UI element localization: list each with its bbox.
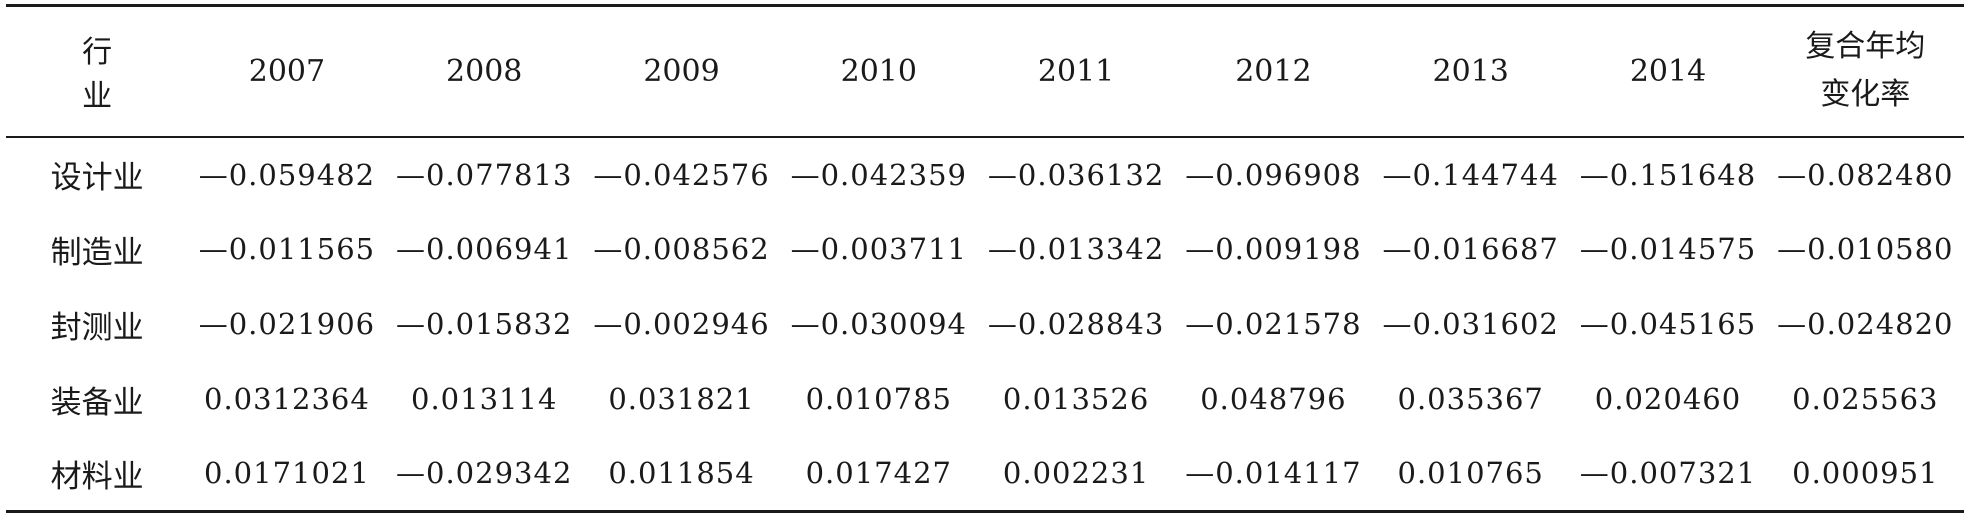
value-cell: —0.008562 (593, 232, 770, 266)
industry-cell: 材料业 (50, 458, 144, 495)
column-header-year: 2007 (248, 53, 326, 89)
cagr-header-line2: 变化率 (1820, 77, 1911, 113)
industry-cell: 装备业 (50, 384, 144, 421)
value-cell: —0.144744 (1382, 157, 1559, 192)
value-cell: —0.031602 (1382, 307, 1559, 341)
value-cell: —0.013342 (987, 232, 1165, 266)
value-cell: 0.013526 (1002, 382, 1150, 416)
table-row: 制造业 —0.011565 —0.006941 —0.008562 —0.003… (6, 212, 1964, 287)
column-header-year: 2011 (1037, 53, 1115, 89)
value-cell: —0.045165 (1579, 307, 1757, 341)
value-cell: 0.048796 (1200, 382, 1347, 416)
value-cell: —0.002946 (593, 307, 770, 341)
industry-cell: 封测业 (50, 309, 144, 346)
cagr-cell: —0.024820 (1777, 307, 1954, 341)
table-header: 行 业 2007 2008 2009 2010 2011 2012 2013 2… (6, 5, 1964, 137)
value-cell: —0.006941 (396, 232, 573, 266)
value-cell: —0.036132 (987, 157, 1165, 192)
table-row: 封测业 —0.021906 —0.015832 —0.002946 —0.030… (6, 287, 1964, 362)
cagr-header-line1: 复合年均 (1805, 29, 1926, 65)
value-cell: —0.016687 (1382, 232, 1559, 266)
cagr-cell: —0.082480 (1777, 157, 1954, 192)
value-cell: —0.029342 (396, 456, 573, 491)
value-cell: —0.007321 (1579, 456, 1757, 491)
value-cell: 0.0312364 (204, 382, 370, 416)
value-cell: —0.003711 (790, 232, 967, 266)
value-cell: —0.059482 (198, 157, 376, 192)
table-row: 装备业 0.0312364 0.013114 0.031821 0.010785… (6, 362, 1964, 437)
value-cell: 0.017427 (805, 456, 952, 491)
header-row: 行 业 2007 2008 2009 2010 2011 2012 2013 2… (6, 5, 1964, 137)
column-header-year: 2008 (446, 53, 523, 89)
value-cell: —0.009198 (1185, 232, 1362, 266)
value-cell: —0.028843 (987, 307, 1165, 341)
column-header-year: 2009 (643, 53, 720, 89)
industry-cell: 制造业 (50, 234, 144, 271)
industry-cell: 设计业 (50, 160, 144, 196)
value-cell: 0.035367 (1397, 382, 1544, 416)
value-cell: —0.021578 (1185, 307, 1362, 341)
table-body: 设计业 —0.059482 —0.077813 —0.042576 —0.042… (6, 137, 1964, 512)
column-header-year: 2012 (1235, 53, 1312, 89)
value-cell: —0.015832 (396, 307, 573, 341)
value-cell: —0.042359 (790, 157, 967, 192)
cagr-cell: 0.025563 (1792, 382, 1939, 416)
data-table-container: 行 业 2007 2008 2009 2010 2011 2012 2013 2… (6, 4, 1964, 513)
value-cell: —0.014117 (1185, 456, 1362, 491)
value-cell: 0.010765 (1397, 456, 1544, 491)
value-cell: —0.030094 (790, 307, 967, 341)
column-header-year: 2013 (1432, 53, 1509, 89)
value-cell: —0.042576 (593, 157, 770, 192)
cagr-cell: —0.010580 (1777, 232, 1954, 266)
table-row: 设计业 —0.059482 —0.077813 —0.042576 —0.042… (6, 137, 1964, 212)
value-cell: 0.011854 (608, 456, 755, 491)
value-cell: 0.020460 (1594, 382, 1742, 416)
value-cell: 0.031821 (608, 382, 755, 416)
value-cell: —0.077813 (396, 157, 573, 192)
column-header-year: 2010 (840, 53, 917, 89)
industry-change-rate-table: 行 业 2007 2008 2009 2010 2011 2012 2013 2… (6, 4, 1964, 513)
value-cell: —0.021906 (198, 307, 376, 341)
value-cell: —0.011565 (198, 232, 376, 266)
value-cell: —0.096908 (1185, 157, 1362, 192)
value-cell: 0.002231 (1002, 456, 1150, 491)
column-header-year: 2014 (1629, 53, 1707, 89)
value-cell: —0.014575 (1579, 232, 1757, 266)
column-header-cagr: 复合年均 变化率 (1767, 6, 1964, 137)
table-row: 材料业 0.0171021 —0.029342 0.011854 0.01742… (6, 437, 1964, 512)
value-cell: —0.151648 (1579, 157, 1757, 192)
cagr-cell: 0.000951 (1792, 456, 1939, 491)
value-cell: 0.0171021 (204, 456, 370, 491)
value-cell: 0.010785 (805, 382, 952, 416)
column-header-industry: 行 业 (82, 35, 203, 115)
value-cell: 0.013114 (411, 382, 558, 416)
